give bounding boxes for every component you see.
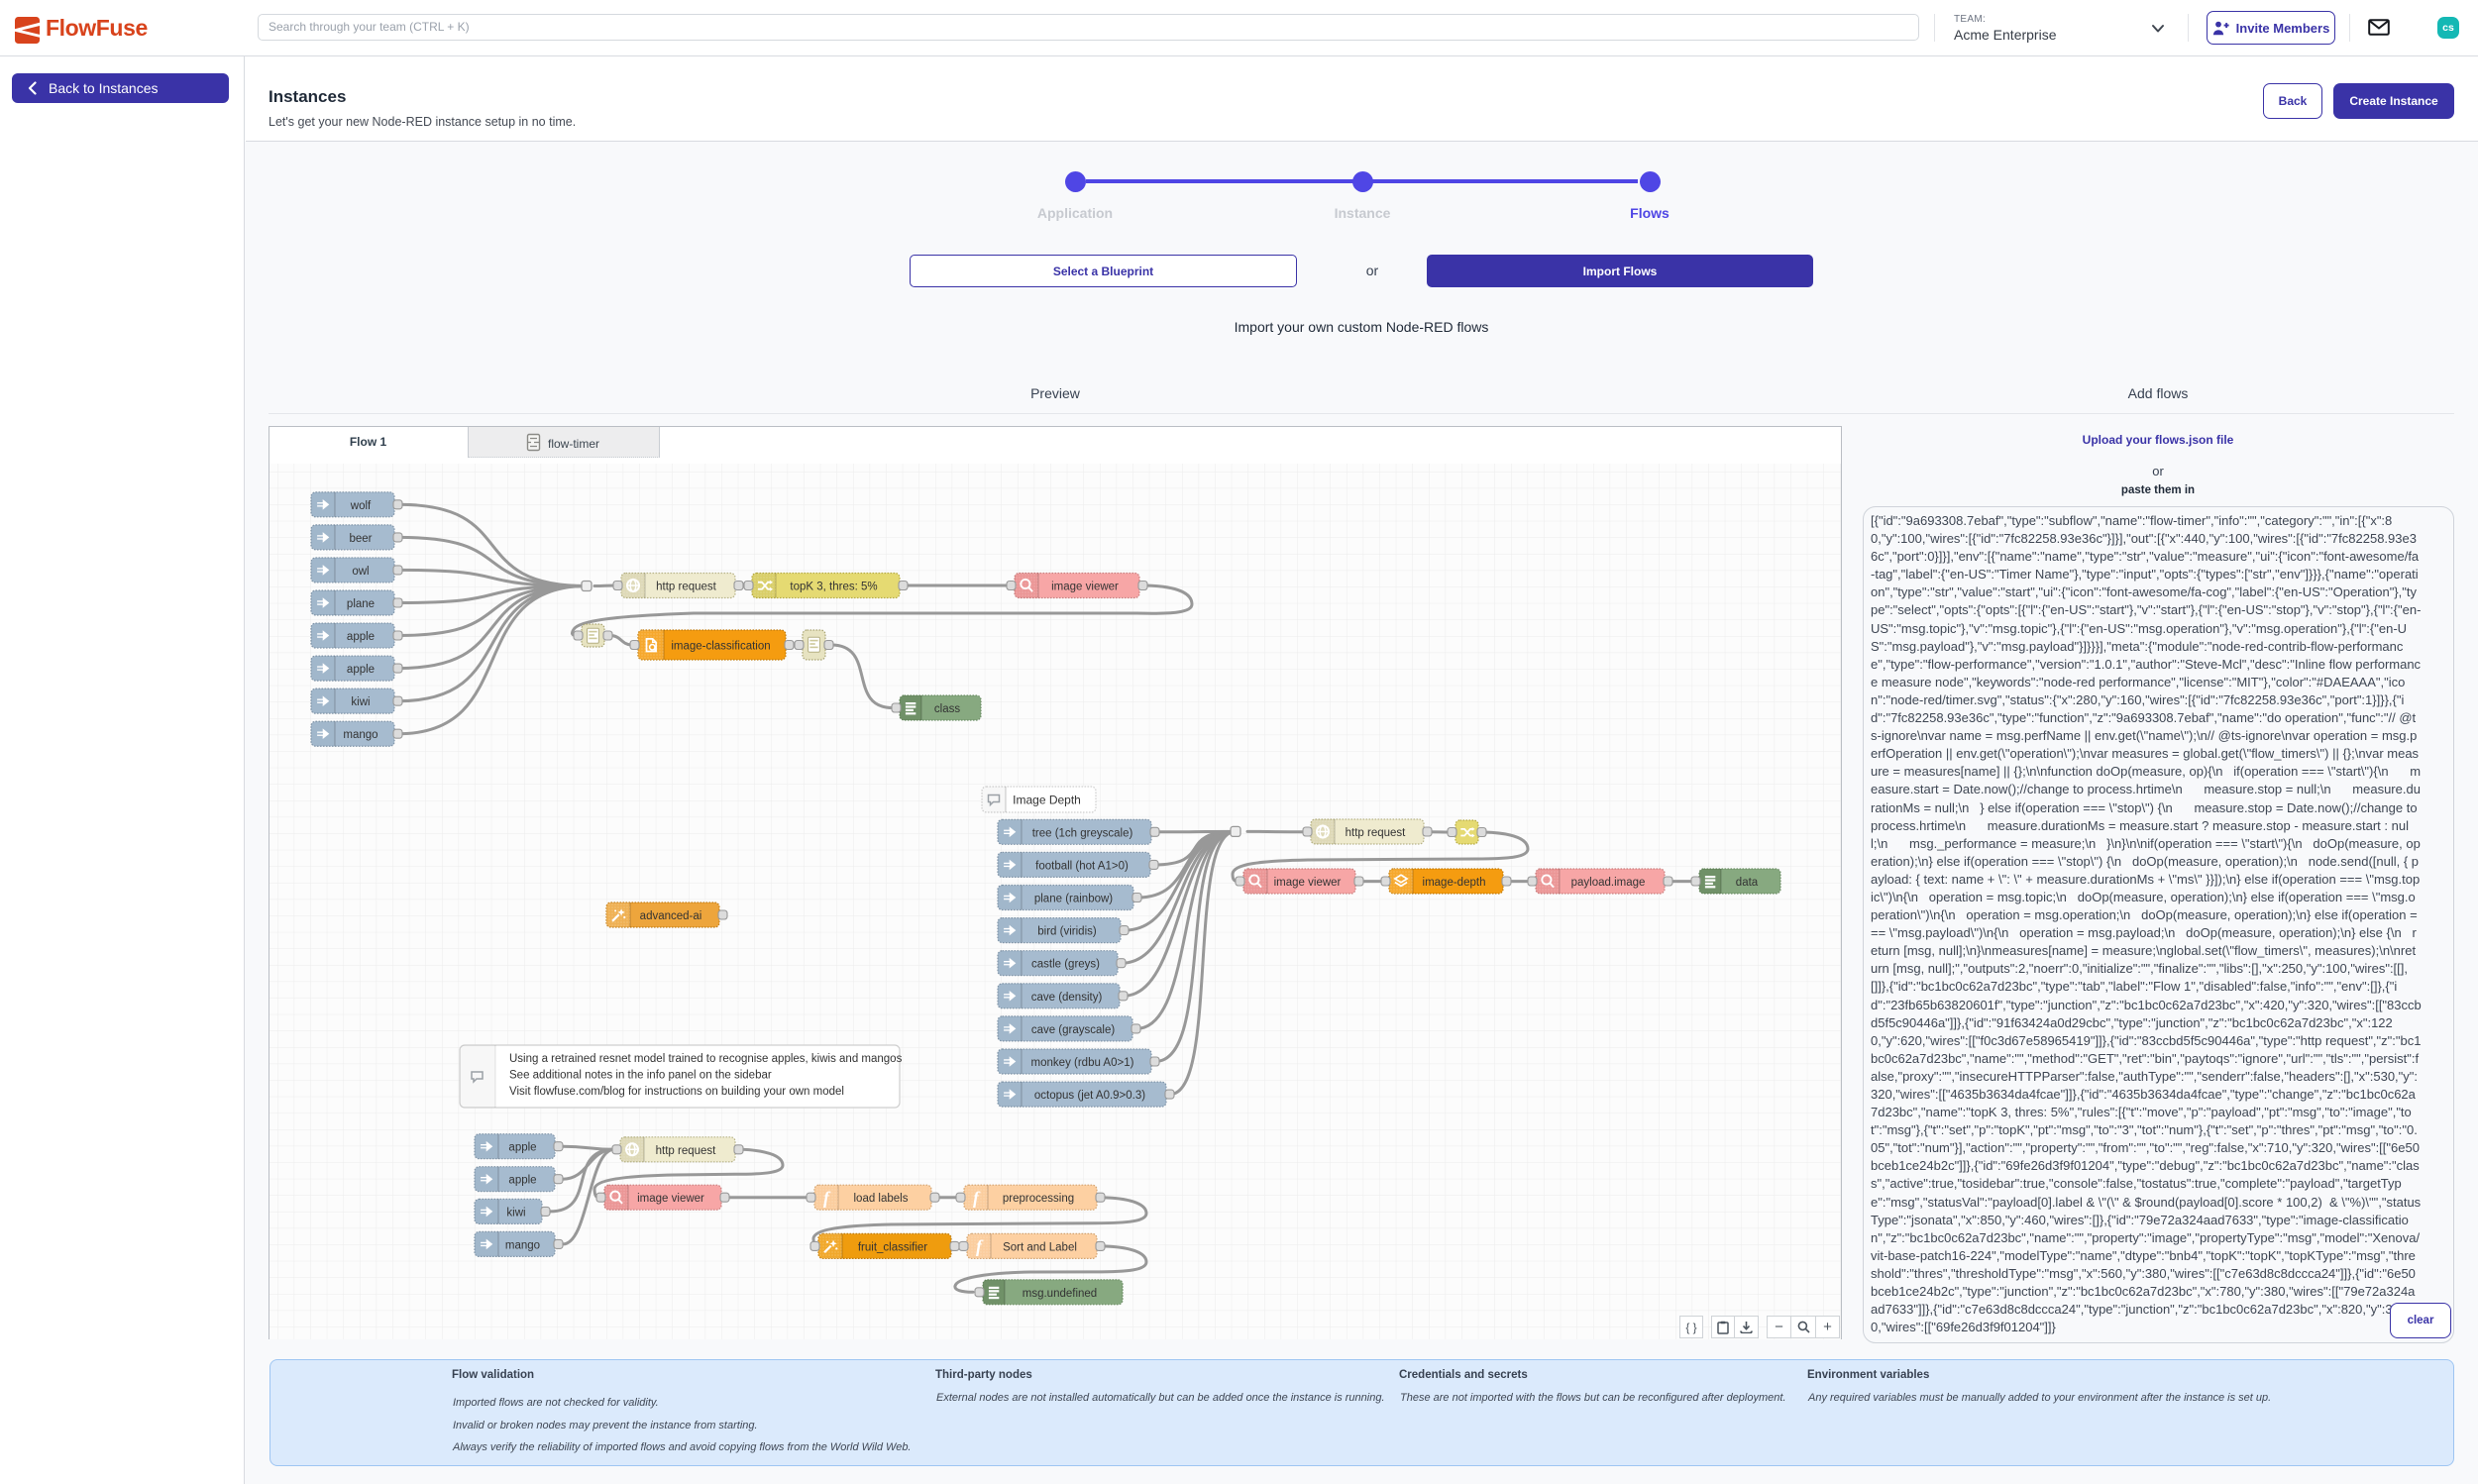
svg-text:owl: owl <box>352 566 369 578</box>
svg-text:f: f <box>976 1236 984 1256</box>
svg-text:preprocessing: preprocessing <box>1003 1193 1074 1205</box>
svg-text:topK 3, thres: 5%: topK 3, thres: 5% <box>790 582 877 593</box>
svg-text:monkey (rdbu A0>1): monkey (rdbu A0>1) <box>1031 1057 1134 1069</box>
svg-text:advanced-ai: advanced-ai <box>640 910 702 922</box>
svg-text:f: f <box>973 1188 981 1208</box>
svg-text:apple: apple <box>508 1142 536 1154</box>
svg-text:Using a retrained resnet model: Using a retrained resnet model trained t… <box>509 1053 903 1065</box>
svg-text:football (hot A1>0): football (hot A1>0) <box>1035 860 1129 872</box>
svg-text:See additional notes in the in: See additional notes in the info panel o… <box>509 1070 772 1082</box>
svg-text:apple: apple <box>347 631 375 643</box>
svg-text:image viewer: image viewer <box>637 1193 704 1205</box>
svg-text:bird (viridis): bird (viridis) <box>1037 926 1097 938</box>
svg-text:cave (grayscale): cave (grayscale) <box>1031 1024 1116 1036</box>
svg-text:tree (1ch greyscale): tree (1ch greyscale) <box>1032 827 1133 839</box>
svg-text:wolf: wolf <box>350 500 372 512</box>
svg-text:kiwi: kiwi <box>351 696 370 708</box>
svg-text:mango: mango <box>505 1239 540 1251</box>
svg-text:http request: http request <box>1346 827 1407 839</box>
svg-text:Visit flowfuse.com/blog for in: Visit flowfuse.com/blog for instructions… <box>509 1086 844 1098</box>
svg-text:apple: apple <box>347 664 375 676</box>
svg-text:cave (density): cave (density) <box>1031 992 1103 1004</box>
svg-text:http request: http request <box>656 582 717 593</box>
svg-text:image viewer: image viewer <box>1051 582 1119 593</box>
svg-text:Image Depth: Image Depth <box>1013 794 1081 807</box>
svg-text:image-depth: image-depth <box>1423 877 1486 889</box>
svg-text:kiwi: kiwi <box>506 1207 525 1219</box>
svg-text:beer: beer <box>349 533 372 545</box>
svg-text:plane (rainbow): plane (rainbow) <box>1034 894 1113 905</box>
svg-text:plane: plane <box>347 598 375 610</box>
svg-text:msg.undefined: msg.undefined <box>1023 1288 1097 1300</box>
svg-text:load labels: load labels <box>854 1193 909 1205</box>
svg-text:f: f <box>823 1188 831 1208</box>
svg-text:http request: http request <box>656 1145 717 1157</box>
svg-text:payload.image: payload.image <box>1571 877 1646 889</box>
svg-text:mango: mango <box>343 729 377 741</box>
svg-text:apple: apple <box>508 1175 536 1187</box>
svg-text:octopus (jet A0.9>0.3): octopus (jet A0.9>0.3) <box>1034 1090 1145 1102</box>
svg-text:Sort and Label: Sort and Label <box>1003 1241 1077 1253</box>
svg-text:castle (greys): castle (greys) <box>1031 959 1100 971</box>
svg-text:image viewer: image viewer <box>1274 877 1342 889</box>
svg-text:fruit_classifier: fruit_classifier <box>858 1241 927 1253</box>
svg-text:class: class <box>934 703 960 715</box>
svg-text:image-classification: image-classification <box>671 641 770 653</box>
svg-text:data: data <box>1736 877 1759 889</box>
